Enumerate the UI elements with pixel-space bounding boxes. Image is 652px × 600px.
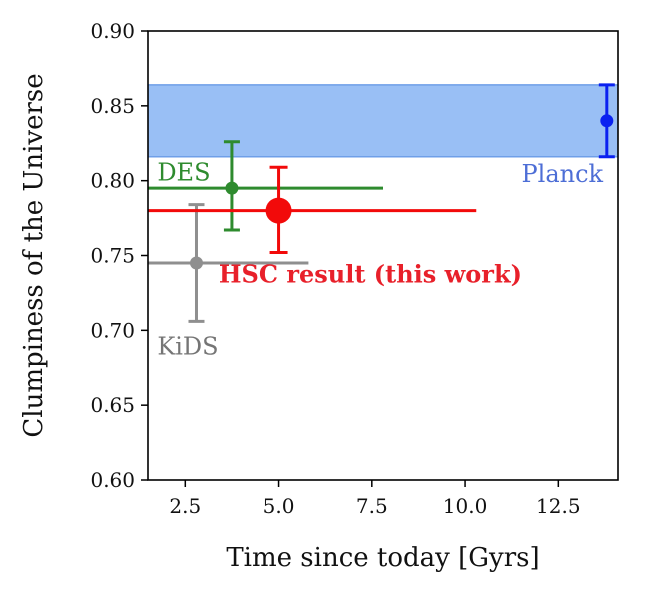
y-tick-label: 0.65 <box>90 393 135 417</box>
y-tick-label: 0.80 <box>90 169 135 193</box>
x-tick-label: 12.5 <box>536 494 581 518</box>
y-tick-label: 0.85 <box>90 94 135 118</box>
annotation-kids: KiDS <box>157 332 218 360</box>
series-kids <box>148 203 309 323</box>
y-tick-label: 0.70 <box>90 318 135 342</box>
data-point-hsc-result-this-work <box>265 197 292 224</box>
y-tick-label: 0.60 <box>90 468 135 492</box>
data-point-planck <box>600 114 614 128</box>
annotation-des: DES <box>157 159 210 187</box>
x-tick-label: 10.0 <box>443 494 488 518</box>
y-tick-label: 0.75 <box>90 244 135 268</box>
annotation-planck: Planck <box>522 160 604 188</box>
x-tick-label: 2.5 <box>169 494 201 518</box>
axis-ticks: 2.5 5.0 7.5 10.0 12.5 0.60 0.65 0.70 0.75 0.80 0.8… <box>90 19 580 518</box>
x-axis-label: Time since today [Gyrs] <box>226 543 539 573</box>
x-tick-label: 7.5 <box>356 494 388 518</box>
data-point-kids <box>189 256 203 270</box>
y-axis-label: Clumpiness of the Universe <box>19 73 49 437</box>
y-tick-label: 0.90 <box>90 19 135 43</box>
annotation-hsc-result-this-work: HSC result (this work) <box>219 259 522 288</box>
planck-band <box>148 84 618 157</box>
x-tick-label: 5.0 <box>263 494 295 518</box>
series-planck <box>598 83 615 159</box>
plot-area: DES Planck HSC result (this work) KiDS <box>148 83 618 360</box>
data-point-des <box>225 181 239 195</box>
series-des <box>148 140 383 232</box>
series-hsc-result-this-work <box>148 165 477 255</box>
